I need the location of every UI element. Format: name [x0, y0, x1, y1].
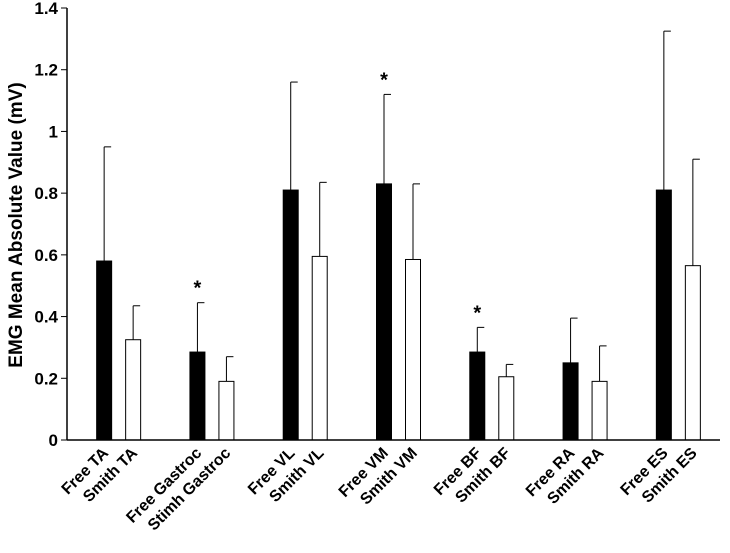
bar-smith-vm	[405, 258, 421, 441]
y-tick-label: 1	[49, 122, 58, 141]
bar-free-vm	[376, 183, 392, 441]
y-tick-label: 0.2	[34, 369, 58, 388]
y-tick-label: 0.4	[34, 308, 58, 327]
significance-marker: *	[380, 69, 388, 91]
bar-stimh-gastroc	[218, 380, 235, 441]
bar-smith-vl	[311, 255, 328, 441]
bar-smith-es	[684, 265, 701, 441]
bar-free-ra	[562, 362, 579, 441]
y-tick-label: 0.8	[34, 184, 58, 203]
bar-free-bf	[469, 351, 486, 441]
y-tick-label: 1.2	[34, 61, 58, 80]
bar-smith-ra	[591, 380, 608, 441]
bar-smith-bf	[498, 376, 515, 441]
y-axis-ticks: 0 0.2 0.4 0.6 0.8 1 1.2 1.4	[34, 0, 67, 450]
y-tick-label: 1.4	[34, 0, 58, 18]
bar-free-es	[655, 189, 672, 441]
bar-series: * * *	[96, 30, 701, 441]
bar-free-ta	[96, 260, 113, 441]
significance-marker: *	[194, 278, 202, 300]
y-axis-title: EMG Mean Absolute Value (mV)	[6, 82, 27, 367]
bar-free-vl	[282, 189, 299, 441]
bar-free-gastroc	[189, 351, 206, 441]
significance-marker: *	[473, 302, 481, 324]
bar-smith-ta	[125, 339, 142, 441]
y-tick-label: 0	[49, 431, 58, 450]
y-tick-label: 0.6	[34, 246, 58, 265]
axes	[66, 8, 720, 441]
